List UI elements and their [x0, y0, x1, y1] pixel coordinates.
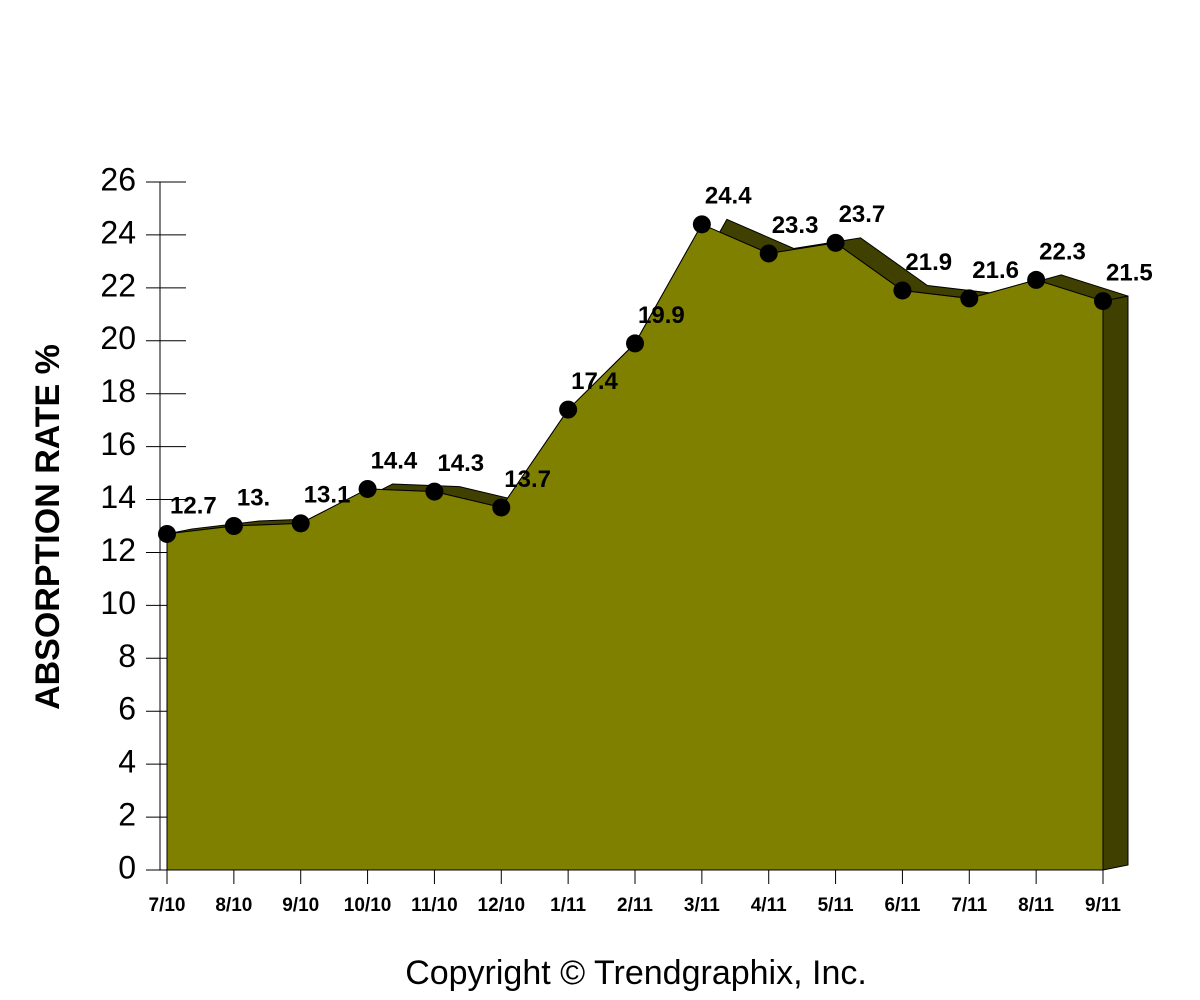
- y-tick-label: 10: [100, 585, 136, 621]
- x-tick-label: 8/11: [1018, 895, 1054, 916]
- marker: [1094, 292, 1112, 311]
- marker: [893, 281, 912, 300]
- y-tick-label: 18: [100, 373, 136, 409]
- value-label: 21.6: [972, 257, 1019, 284]
- value-label: 14.3: [437, 450, 484, 477]
- y-tick-label: 20: [100, 320, 136, 356]
- y-tick-label: 16: [100, 426, 136, 462]
- x-tick-label: 9/10: [282, 895, 319, 916]
- value-label: 21.9: [905, 249, 952, 276]
- marker: [224, 517, 243, 535]
- x-tick-label: 3/11: [684, 895, 720, 916]
- marker: [291, 514, 310, 533]
- x-tick-label: 11/10: [411, 895, 458, 916]
- y-tick-label: 12: [100, 532, 136, 568]
- x-tick-label: 9/11: [1085, 895, 1121, 916]
- footer: Copyright © Trendgraphix, Inc.: [405, 954, 867, 992]
- marker: [759, 244, 778, 263]
- x-tick-label: 5/11: [818, 895, 854, 916]
- y-tick-label: 14: [100, 479, 136, 515]
- marker: [425, 482, 444, 501]
- x-tick-label: 7/10: [149, 895, 186, 916]
- marker: [158, 524, 176, 543]
- value-label: 13.7: [504, 466, 551, 493]
- y-tick-label: 22: [100, 267, 136, 303]
- marker: [626, 334, 644, 353]
- value-label: 13.: [237, 484, 270, 511]
- marker: [492, 498, 511, 517]
- y-tick-label: 26: [100, 161, 136, 197]
- value-label: 13.1: [304, 482, 351, 509]
- x-tick-label: 4/11: [751, 895, 787, 916]
- value-label: 22.3: [1039, 238, 1086, 265]
- value-label: 24.4: [705, 183, 752, 210]
- value-label: 12.7: [170, 492, 217, 519]
- marker: [559, 400, 578, 419]
- value-label: 14.4: [371, 447, 418, 474]
- marker: [1027, 270, 1046, 289]
- y-tick-label: 0: [118, 849, 136, 885]
- x-tick-label: 10/10: [344, 895, 392, 916]
- y-tick-label: 2: [118, 797, 136, 833]
- x-tick-label: 2/11: [617, 895, 653, 916]
- value-label: 19.9: [638, 302, 685, 329]
- value-label: 23.7: [839, 201, 886, 228]
- marker: [960, 289, 979, 308]
- area-side: [1102, 295, 1129, 871]
- marker: [358, 479, 377, 498]
- y-tick-label: 24: [100, 214, 136, 250]
- x-tick-label: 8/10: [215, 895, 252, 916]
- x-tick-label: 1/11: [550, 895, 586, 916]
- y-axis-label: ABSORPTION RATE %: [29, 344, 67, 710]
- marker: [826, 233, 845, 252]
- x-tick-label: 6/11: [884, 895, 920, 916]
- y-tick-label: 4: [118, 744, 136, 780]
- x-tick-label: 12/10: [478, 895, 526, 916]
- x-tick-label: 7/11: [951, 895, 987, 916]
- marker: [692, 215, 711, 234]
- area: [166, 223, 1104, 871]
- y-tick-label: 8: [118, 638, 136, 674]
- value-label: 21.5: [1106, 259, 1153, 286]
- value-label: 17.4: [571, 368, 618, 395]
- value-label: 23.3: [772, 212, 819, 239]
- y-tick-label: 6: [118, 691, 136, 727]
